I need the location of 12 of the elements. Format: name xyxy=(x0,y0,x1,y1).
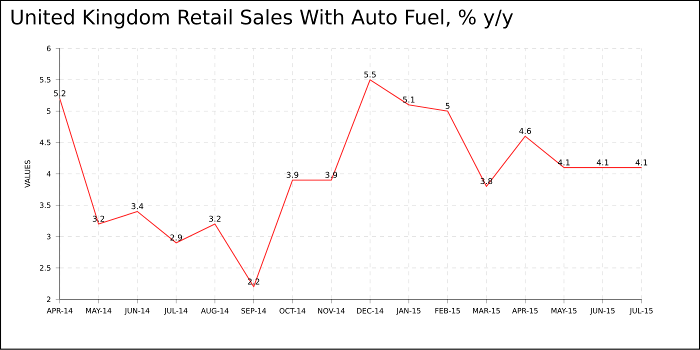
data-label: 3.9 xyxy=(286,172,298,178)
data-label: 4.1 xyxy=(558,160,570,166)
data-label: 4.1 xyxy=(596,160,608,166)
data-label: 5.1 xyxy=(403,96,414,103)
data-label: 5.5 xyxy=(364,72,376,78)
data-label: 2.9 xyxy=(170,234,182,241)
data-label: 3.2 xyxy=(209,216,220,222)
data-label: 5 xyxy=(446,103,450,110)
data-label: 4.1 xyxy=(636,160,648,166)
data-label: 4.6 xyxy=(519,128,532,134)
data-label: 3.4 xyxy=(132,203,144,210)
chart-title: United Kingdom Retail Sales With Auto Fuel, % y/y xyxy=(12,9,513,29)
